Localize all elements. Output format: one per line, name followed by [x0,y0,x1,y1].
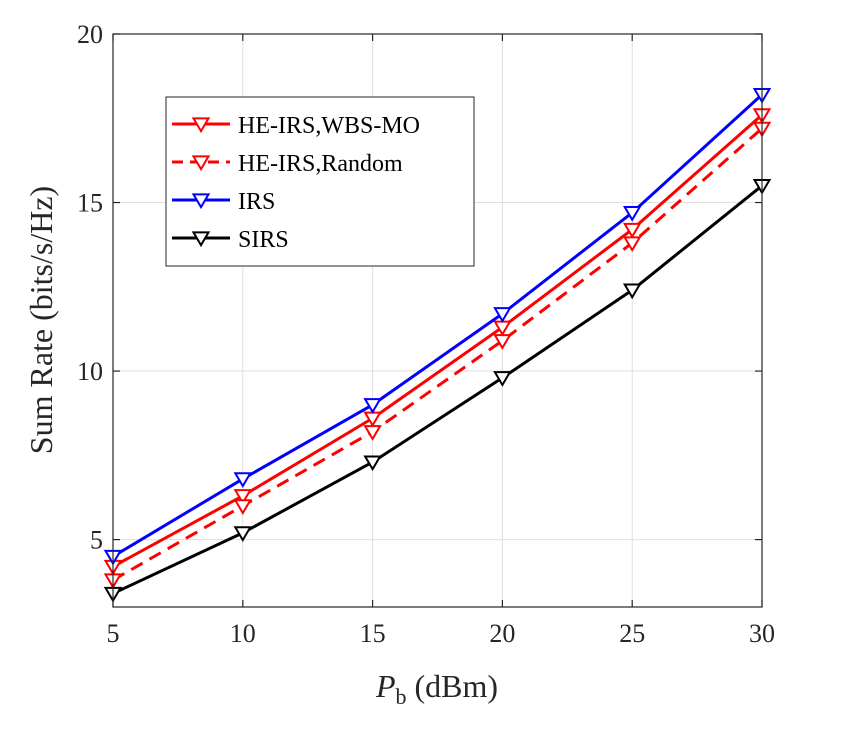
data-point [233,489,253,505]
series-line [112,127,763,582]
data-point [233,526,253,542]
legend-label: IRS [238,189,275,215]
series-sirs [103,179,772,603]
x-axis-label-var: P [375,668,396,704]
x-tick-label: 10 [230,619,256,648]
legend-label: HE-IRS,Random [238,151,403,177]
data-point [363,425,382,441]
data-point [363,455,382,472]
data-point [233,499,253,515]
data-point [622,236,642,253]
x-axis-label: Pb (dBm) [375,668,498,709]
legend-marker [191,155,211,172]
series-line [112,113,763,568]
axis-ticks: 5 10 15 20 25 30 5 10 15 20 [77,20,775,648]
legend-entry: HE-IRS,WBS-MO [172,113,420,139]
data-point [233,472,253,489]
data-point [493,334,512,350]
plot-frame [112,33,763,608]
x-tick-label: 15 [360,619,386,648]
y-axis-label: Sum Rate (bits/s/Hz) [23,186,59,454]
legend-marker [191,117,211,134]
data-point [622,283,642,300]
legend-marker [191,231,211,248]
data-point [622,222,642,239]
x-tick-label: 20 [489,619,515,648]
series-he-irs-wbs-mo [103,108,772,576]
x-axis-label-sub: b [396,684,407,709]
legend: HE-IRS,WBS-MO HE-IRS,Random IRS SIRS [165,96,475,267]
x-tick-label: 30 [749,619,775,648]
y-tick-label: 10 [77,357,103,386]
x-tick-label: 25 [619,619,645,648]
data-point [493,307,512,323]
y-tick-label: 20 [77,20,103,49]
series-line [112,93,764,558]
data-point [493,371,512,387]
legend-label: HE-IRS,WBS-MO [238,113,420,139]
x-tick-label: 5 [107,619,120,648]
y-tick-label: 5 [90,526,103,555]
series-line [112,184,763,595]
data-point [622,206,642,222]
legend-marker [191,193,211,210]
legend-entry: HE-IRS,Random [172,151,403,177]
data-point [363,398,382,414]
series-layer [103,88,772,603]
y-tick-label: 15 [77,189,103,218]
x-axis-label-unit: (dBm) [415,668,499,704]
legend-entry: SIRS [172,227,289,253]
legend-label: SIRS [238,227,289,253]
legend-entry: IRS [172,189,275,215]
